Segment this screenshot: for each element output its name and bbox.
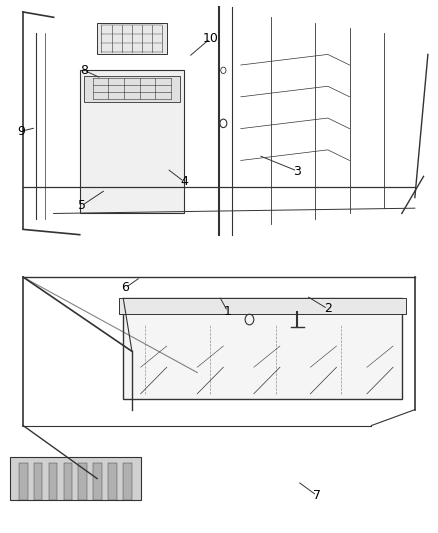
Text: 4: 4 xyxy=(180,175,188,188)
Text: 2: 2 xyxy=(324,302,332,316)
Text: 3: 3 xyxy=(293,165,301,177)
Text: 9: 9 xyxy=(17,125,25,138)
FancyBboxPatch shape xyxy=(123,463,132,500)
Text: 5: 5 xyxy=(78,199,86,212)
FancyBboxPatch shape xyxy=(64,463,72,500)
Text: 1: 1 xyxy=(224,305,232,318)
Text: 6: 6 xyxy=(121,281,129,294)
FancyBboxPatch shape xyxy=(93,463,102,500)
FancyBboxPatch shape xyxy=(80,70,184,214)
FancyBboxPatch shape xyxy=(119,298,406,314)
FancyBboxPatch shape xyxy=(108,463,117,500)
FancyBboxPatch shape xyxy=(78,463,87,500)
Text: 8: 8 xyxy=(80,64,88,77)
FancyBboxPatch shape xyxy=(10,457,141,500)
Text: 10: 10 xyxy=(202,32,218,45)
FancyBboxPatch shape xyxy=(49,463,57,500)
FancyBboxPatch shape xyxy=(19,463,28,500)
FancyBboxPatch shape xyxy=(123,298,402,399)
FancyBboxPatch shape xyxy=(84,76,180,102)
FancyBboxPatch shape xyxy=(97,22,167,54)
Text: 7: 7 xyxy=(313,489,321,502)
FancyBboxPatch shape xyxy=(34,463,42,500)
